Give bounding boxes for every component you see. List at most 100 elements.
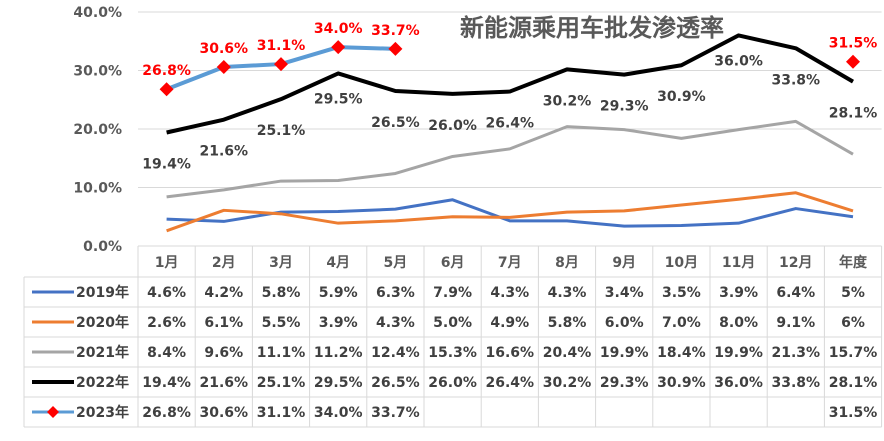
- table-cell: 6.3%: [376, 285, 415, 301]
- data-label-2022: 26.0%: [428, 118, 477, 134]
- data-point-2023: [159, 82, 174, 97]
- table-cell: 2.6%: [147, 315, 186, 331]
- table-cell: 25.1%: [257, 375, 306, 391]
- table-cell: 4.9%: [490, 315, 529, 331]
- table-cell: 15.7%: [829, 345, 878, 361]
- data-label-2023: 31.5%: [829, 36, 878, 52]
- x-category-label: 7月: [498, 255, 522, 271]
- data-label-2022: 36.0%: [714, 53, 763, 69]
- table-cell: 4.2%: [204, 285, 243, 301]
- table-cell: 29.5%: [314, 375, 363, 391]
- x-category-label: 8月: [555, 255, 579, 271]
- data-label-2022: 25.1%: [257, 123, 306, 139]
- x-category-label: 3月: [269, 255, 293, 271]
- table-cell: 19.4%: [142, 375, 191, 391]
- data-label-2022: 26.5%: [371, 115, 420, 131]
- x-category-label: 10月: [665, 255, 698, 271]
- x-category-label: 6月: [441, 255, 465, 271]
- data-point-2023: [846, 54, 860, 69]
- table-cell: 6.0%: [605, 315, 644, 331]
- data-label-2023: 33.7%: [371, 23, 420, 39]
- x-category-label: 5月: [384, 255, 408, 271]
- table-cell: 9.6%: [204, 345, 243, 361]
- series-line-2019年: [166, 198, 854, 228]
- table-cell: 6%: [841, 315, 865, 331]
- table-cell: 36.0%: [714, 375, 763, 391]
- table-cell: 15.3%: [428, 345, 477, 361]
- y-tick-label: 20.0%: [73, 122, 122, 138]
- data-label-2022: 26.4%: [486, 116, 535, 132]
- y-tick-label: 0.0%: [83, 239, 122, 255]
- x-category-label: 1月: [155, 255, 179, 271]
- series-line-2020年: [166, 191, 854, 233]
- x-category-label: 年度: [839, 254, 868, 271]
- table-cell: 4.3%: [548, 285, 587, 301]
- table-cell: 9.1%: [776, 315, 815, 331]
- data-label-2022: 30.2%: [543, 93, 592, 109]
- legend-label: 2019年: [76, 284, 129, 301]
- table-cell: 26.8%: [142, 405, 191, 421]
- table-cell: 3.9%: [719, 285, 758, 301]
- data-label-2022: 33.8%: [772, 72, 821, 88]
- table-cell: 3.5%: [662, 285, 701, 301]
- data-label-2023: 34.0%: [314, 21, 363, 37]
- table-cell: 21.6%: [200, 375, 249, 391]
- table-cell: 33.8%: [772, 375, 821, 391]
- data-point-2023: [388, 41, 403, 56]
- table-cell: 11.1%: [257, 345, 306, 361]
- table-cell: 16.6%: [486, 345, 535, 361]
- table-cell: 6.1%: [204, 315, 243, 331]
- table-cell: 28.1%: [829, 375, 878, 391]
- table-cell: 8.0%: [719, 315, 758, 331]
- data-label-2023: 31.1%: [257, 38, 306, 54]
- table-cell: 21.3%: [772, 345, 821, 361]
- data-label-2022: 29.3%: [600, 99, 649, 115]
- table-cell: 4.3%: [490, 285, 529, 301]
- table-cell: 18.4%: [657, 345, 706, 361]
- table-cell: 5.0%: [433, 315, 472, 331]
- data-label-2022: 19.4%: [142, 157, 191, 173]
- legend-label: 2022年: [76, 374, 129, 391]
- x-category-label: 12月: [779, 255, 812, 271]
- table-cell: 12.4%: [371, 345, 420, 361]
- table-cell: 19.9%: [600, 345, 649, 361]
- table-cell: 4.3%: [376, 315, 415, 331]
- x-category-label: 11月: [722, 255, 755, 271]
- series-line-2021年: [166, 119, 854, 199]
- table-cell: 11.2%: [314, 345, 363, 361]
- data-label-2022: 30.9%: [657, 89, 706, 105]
- table-cell: 6.4%: [776, 285, 815, 301]
- table-cell: 30.9%: [657, 375, 706, 391]
- table-cell: 26.5%: [371, 375, 420, 391]
- table-cell: 5.8%: [262, 285, 301, 301]
- table-cell: 31.1%: [257, 405, 306, 421]
- y-tick-label: 10.0%: [73, 181, 122, 197]
- table-cell: 26.0%: [428, 375, 477, 391]
- table-cell: 26.4%: [486, 375, 535, 391]
- chart-title: 新能源乘用车批发渗透率: [460, 14, 724, 42]
- data-label-2022: 28.1%: [829, 106, 878, 122]
- table-cell: 3.4%: [605, 285, 644, 301]
- table-cell: 19.9%: [714, 345, 763, 361]
- series-line-2022年: [166, 33, 855, 135]
- data-label-2023: 30.6%: [200, 41, 249, 57]
- y-tick-label: 30.0%: [73, 64, 122, 80]
- table-cell: 31.5%: [829, 405, 878, 421]
- data-point-2023: [331, 40, 346, 55]
- x-category-label: 9月: [612, 255, 636, 271]
- table-cell: 8.4%: [147, 345, 186, 361]
- table-cell: 5.5%: [262, 315, 301, 331]
- table-cell: 5.8%: [548, 315, 587, 331]
- table-cell: 34.0%: [314, 405, 363, 421]
- x-category-label: 4月: [326, 255, 350, 271]
- legend-label: 2021年: [76, 344, 129, 361]
- data-label-2023: 26.8%: [142, 63, 191, 79]
- table-cell: 20.4%: [543, 345, 592, 361]
- table-cell: 3.9%: [319, 315, 358, 331]
- table-cell: 33.7%: [371, 405, 420, 421]
- data-label-2022: 29.5%: [314, 91, 363, 107]
- table-cell: 30.6%: [200, 405, 249, 421]
- x-category-label: 2月: [212, 255, 236, 271]
